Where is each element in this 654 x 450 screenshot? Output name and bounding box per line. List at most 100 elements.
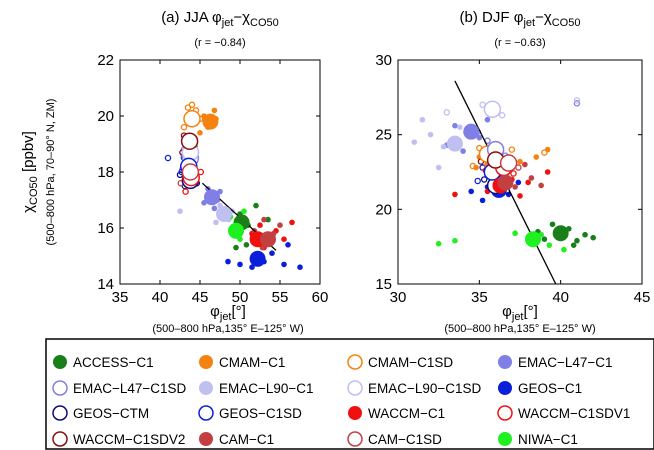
legend-marker <box>498 381 512 395</box>
data-point <box>281 236 287 242</box>
data-point <box>573 97 581 104</box>
y-tick-label-a: 18 <box>97 164 114 181</box>
data-point <box>573 100 581 107</box>
data-point <box>522 161 528 168</box>
data-point <box>435 164 442 171</box>
plot-frame-a <box>119 59 321 285</box>
data-point <box>570 242 577 248</box>
plot-frame-b <box>397 59 643 285</box>
legend-label: EMAC−L90−C1SD <box>368 381 482 396</box>
y-axis-note-a: (500–800 hPa, 70–90° N, ZM) <box>45 99 57 246</box>
data-point <box>211 107 218 114</box>
data-point <box>498 112 506 119</box>
x-tick-label-a: 45 <box>192 289 209 306</box>
data-point <box>515 179 522 186</box>
data-point <box>525 179 531 186</box>
data-point <box>261 216 267 223</box>
chart-subtitle-a: (r = −0.84) <box>194 37 245 49</box>
data-point <box>177 208 183 214</box>
mean-marker <box>525 231 542 248</box>
data-point <box>182 188 189 195</box>
data-point <box>476 134 483 141</box>
x-tick-label-a: 55 <box>272 289 289 306</box>
x-tick-label-a: 35 <box>112 289 129 306</box>
mean-marker <box>180 132 199 150</box>
x-axis-note-b: (500–800 hPa,135° E–125° W) <box>444 323 595 335</box>
y-tick-label-a: 14 <box>97 276 114 293</box>
chart-subtitle-b: (r = −0.63) <box>494 37 545 49</box>
data-point <box>512 230 518 237</box>
data-point <box>452 191 458 198</box>
legend-label: EMAC−L47−C1 <box>518 355 613 370</box>
data-point <box>257 222 263 228</box>
legend-marker <box>52 380 68 396</box>
legend-frame <box>45 338 654 450</box>
data-point <box>180 123 188 131</box>
data-point <box>582 231 588 238</box>
legend-label: EMAC−L47−C1SD <box>73 381 187 396</box>
data-point <box>574 237 580 244</box>
data-point <box>233 244 239 251</box>
legend-label: CAM−C1 <box>219 432 274 447</box>
mean-marker <box>216 206 232 222</box>
data-point <box>249 264 255 271</box>
data-point <box>225 258 231 265</box>
data-point <box>211 205 218 212</box>
legend-marker <box>347 380 363 396</box>
x-tick-label-b: 30 <box>390 289 407 306</box>
legend-marker <box>52 431 68 447</box>
legend-label: CMAM−C1 <box>219 355 285 370</box>
legend-marker <box>52 405 68 421</box>
data-point <box>590 234 596 241</box>
legend-marker <box>498 355 512 369</box>
data-point <box>427 131 434 138</box>
data-point <box>538 182 544 189</box>
legend-marker <box>198 405 214 421</box>
mean-marker <box>260 231 276 248</box>
data-point <box>512 184 518 190</box>
y-tick-label-b: 25 <box>375 127 392 144</box>
data-point <box>517 193 523 199</box>
data-point <box>544 146 551 153</box>
data-point <box>281 261 287 268</box>
data-point <box>508 146 516 153</box>
legend-label: WACCM−C1SDV1 <box>518 406 630 421</box>
data-point <box>484 116 491 123</box>
mean-marker <box>183 110 201 128</box>
data-point <box>443 109 451 116</box>
legend-marker <box>498 432 512 446</box>
legend-marker <box>199 432 213 446</box>
x-axis-label-a: φjet[°] <box>210 303 246 323</box>
mean-marker <box>228 222 244 239</box>
legend-marker <box>53 355 67 369</box>
data-point <box>419 116 426 123</box>
mean-marker <box>204 189 220 206</box>
legend-marker <box>199 381 213 395</box>
data-point <box>457 124 463 130</box>
data-point <box>452 122 458 129</box>
legend-label: GEOS−C1 <box>518 381 582 396</box>
data-point <box>468 188 475 195</box>
x-tick-label-a: 50 <box>232 289 249 306</box>
y-tick-label-b: 30 <box>375 52 392 69</box>
legend-marker <box>347 431 363 447</box>
data-point <box>517 158 523 165</box>
plot-area-b <box>411 80 596 284</box>
data-point <box>265 216 271 223</box>
data-point <box>440 143 447 150</box>
data-point <box>533 154 540 160</box>
x-axis-note-a: (500–800 hPa,135° E–125° W) <box>152 323 303 335</box>
x-tick-label-a: 60 <box>312 289 329 306</box>
legend-marker <box>199 355 213 369</box>
data-point <box>528 175 535 181</box>
data-point <box>469 162 477 170</box>
data-point <box>213 219 219 226</box>
data-point <box>541 149 548 156</box>
legend-label: ACCESS−C1 <box>73 355 154 370</box>
mean-marker <box>497 174 514 191</box>
y-tick-label-b: 15 <box>375 276 392 293</box>
mean-marker <box>446 135 463 152</box>
data-point <box>541 236 548 242</box>
y-tick-label-b: 20 <box>375 201 392 218</box>
